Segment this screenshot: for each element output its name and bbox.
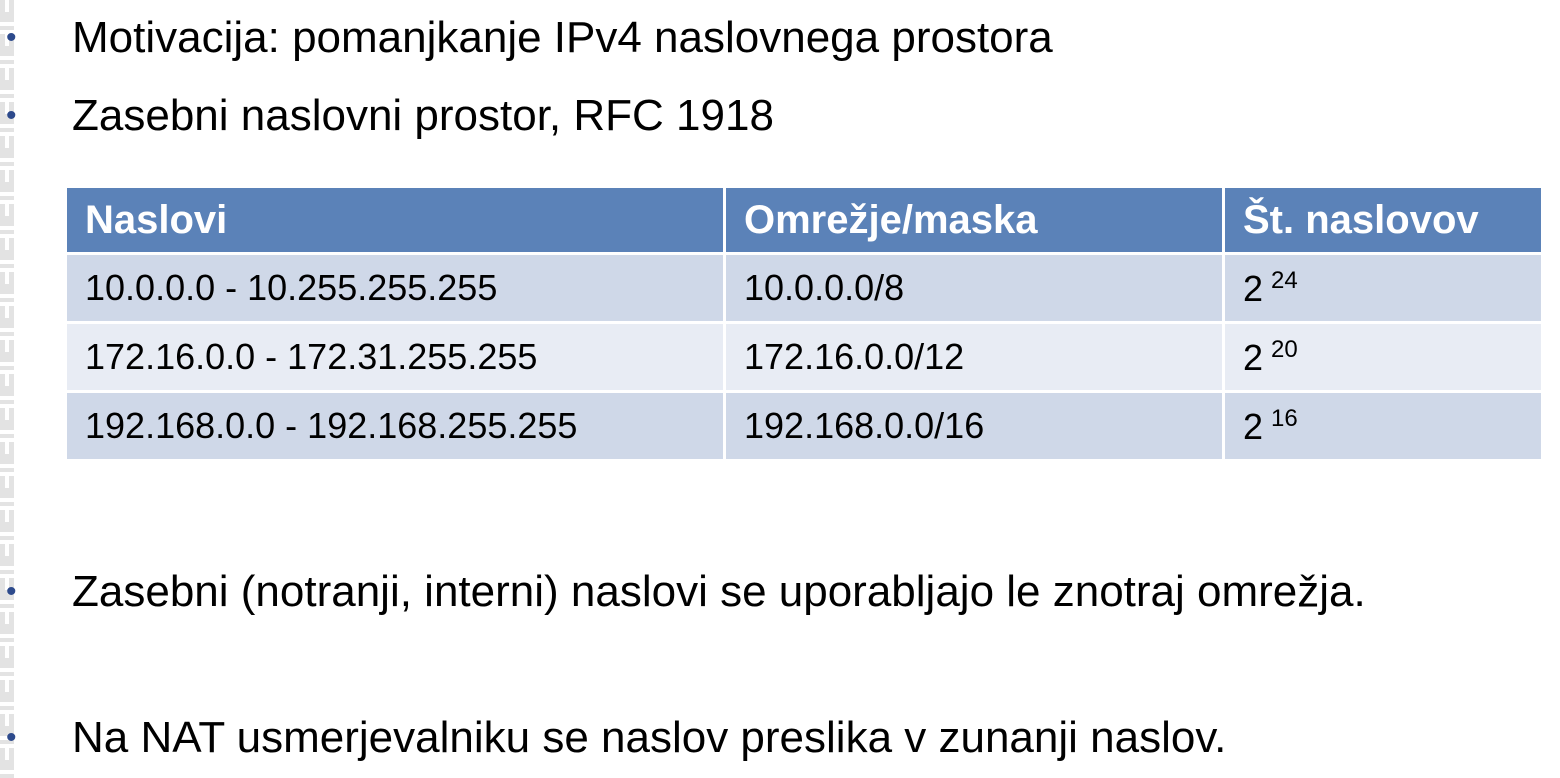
count-exponent: 20 [1271, 335, 1298, 363]
count-cell: 2 20 [1222, 321, 1544, 393]
range-cell: 172.16.0.0 - 172.31.255.255 [64, 321, 726, 393]
range-cell: 10.0.0.0 - 10.255.255.255 [64, 252, 726, 324]
count-exponent: 16 [1271, 404, 1298, 432]
header-omrezje-maska: Omrežje/maska [723, 185, 1225, 255]
bullet-text: Zasebni (notranji, interni) naslovi se u… [72, 567, 1366, 616]
network-cell: 192.168.0.0/16 [723, 390, 1225, 462]
count-exponent: 24 [1271, 266, 1298, 294]
private-address-table: Naslovi Omrežje/maska Št. naslovov 10.0.… [64, 185, 1544, 462]
header-naslovi: Naslovi [64, 185, 726, 255]
bullet-text: Motivacija: pomanjkanje IPv4 naslovnega … [72, 13, 1053, 62]
bullet-dot-icon: • [6, 721, 17, 754]
count-base: 2 [1243, 336, 1264, 378]
bullet-dot-icon: • [6, 575, 17, 608]
decorative-border [0, 0, 14, 778]
table-row: 172.16.0.0 - 172.31.255.255 172.16.0.0/1… [64, 321, 1544, 393]
bullet-dot-icon: • [6, 99, 17, 132]
count-cell: 2 16 [1222, 390, 1544, 462]
network-cell: 172.16.0.0/12 [723, 321, 1225, 393]
table-row: 10.0.0.0 - 10.255.255.255 10.0.0.0/8 2 24 [64, 252, 1544, 324]
bullet-dot-icon: • [6, 21, 17, 54]
count-base: 2 [1243, 267, 1264, 309]
network-cell: 10.0.0.0/8 [723, 252, 1225, 324]
count-base: 2 [1243, 405, 1264, 447]
bullet-text: Na NAT usmerjevalniku se naslov preslika… [72, 713, 1227, 762]
range-cell: 192.168.0.0 - 192.168.255.255 [64, 390, 726, 462]
bullet-text: Zasebni naslovni prostor, RFC 1918 [72, 91, 774, 140]
header-st-naslovov: Št. naslovov [1222, 185, 1544, 255]
count-cell: 2 24 [1222, 252, 1544, 324]
table-row: 192.168.0.0 - 192.168.255.255 192.168.0.… [64, 390, 1544, 462]
table-header-row: Naslovi Omrežje/maska Št. naslovov [64, 185, 1544, 255]
